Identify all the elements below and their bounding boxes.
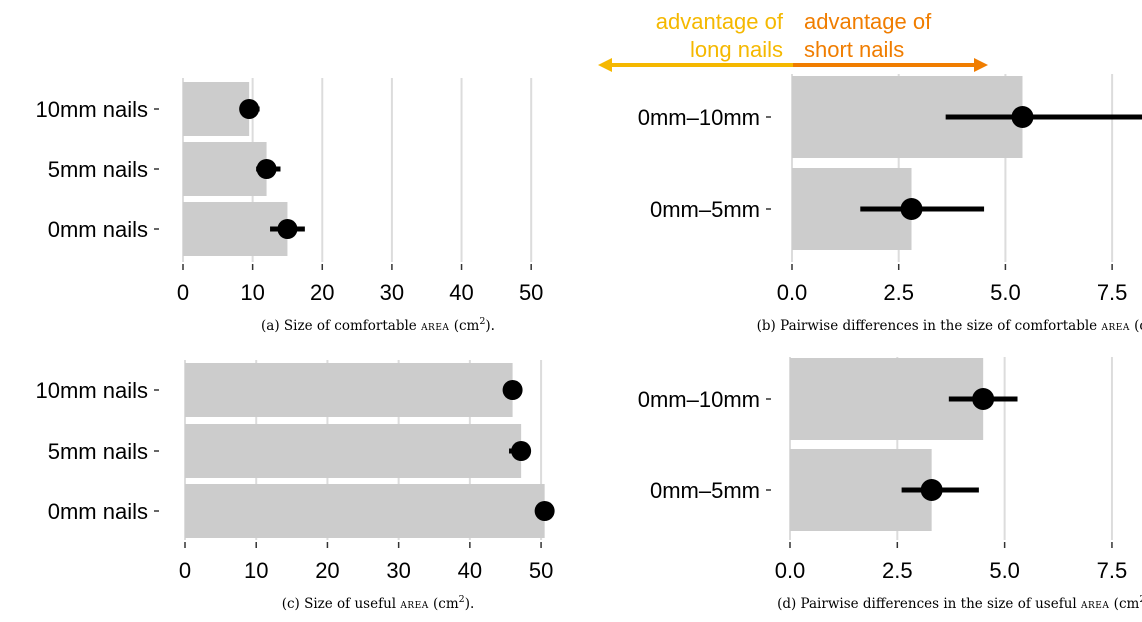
caption-b: (b) Pairwise differences in the size of … [757,316,1142,334]
category-label: 0mm–5mm [650,478,760,503]
bar [185,363,513,417]
category-label: 5mm nails [48,157,148,182]
x-tick-label: 50 [529,558,553,583]
category-label: 0mm–10mm [638,105,760,130]
x-tick-label: 0 [177,280,189,305]
x-tick-label: 7.5 [1097,280,1128,305]
x-tick-label: 0.0 [777,280,808,305]
x-tick-label: 30 [380,280,404,305]
data-point [534,501,555,521]
x-tick-label: 10 [240,280,264,305]
panels: 10mm nails 5mm nails 0mm nails 0 10 20 30 40 50 (… [36,74,1142,612]
category-label: 0mm nails [48,499,148,524]
long-nails-label-line1: advantage of [656,9,784,34]
x-tick-label: 40 [449,280,473,305]
category-label: 5mm nails [48,439,148,464]
data-point [900,198,923,220]
caption-d: (d) Pairwise differences in the size of … [777,594,1142,612]
long-nails-label-line2: long nails [690,37,783,62]
x-tick-label: 0.0 [775,558,806,583]
category-label: 0mm–5mm [650,197,760,222]
x-tick-label: 10 [244,558,268,583]
short-nails-label-line2: short nails [804,37,904,62]
x-tick-label: 2.5 [882,558,913,583]
chart-panel-b: 0mm–10mm 0mm–5mm 0.0 2.5 5.0 7.5 (b) Pairwise … [638,74,1142,334]
bar [183,82,250,136]
data-point [1011,106,1034,128]
category-label: 0mm nails [48,217,148,242]
category-label: 10mm nails [36,97,148,122]
category-label: 10mm nails [36,378,148,403]
bar [183,142,267,196]
data-point [502,380,523,400]
x-tick-label: 30 [386,558,410,583]
long-nails-arrow-head [598,58,612,72]
data-point [256,159,277,179]
x-tick-label: 20 [310,280,334,305]
data-point [920,479,943,501]
data-point [511,441,532,461]
chart-panel-c: 10mm nails 5mm nails 0mm nails 0 10 20 30 40 50 (… [36,360,555,612]
short-nails-arrow-head [974,58,988,72]
short-nails-label-line1: advantage of [804,9,932,34]
x-tick-label: 0 [179,558,191,583]
caption-c: (c) Size of useful area (cm2). [282,594,475,612]
chart-panel-d: 0mm–10mm 0mm–5mm 0.0 2.5 5.0 7.5 (d) Pairwise … [638,357,1142,612]
data-point [277,219,298,239]
x-tick-label: 20 [315,558,339,583]
data-point [239,99,260,119]
x-tick-label: 5.0 [990,280,1021,305]
x-tick-label: 5.0 [989,558,1020,583]
bar [185,484,545,538]
bar [185,424,522,478]
data-point [972,388,995,410]
category-label: 0mm–10mm [638,387,760,412]
advantage-annotation: advantage of long nails advantage of sho… [598,9,988,72]
x-tick-label: 40 [458,558,482,583]
x-tick-label: 2.5 [883,280,914,305]
caption-a: (a) Size of comfortable area (cm2). [261,316,495,334]
chart-panel-a: 10mm nails 5mm nails 0mm nails 0 10 20 30 40 50 (… [36,78,543,334]
x-tick-label: 50 [519,280,543,305]
x-tick-label: 7.5 [1097,558,1128,583]
